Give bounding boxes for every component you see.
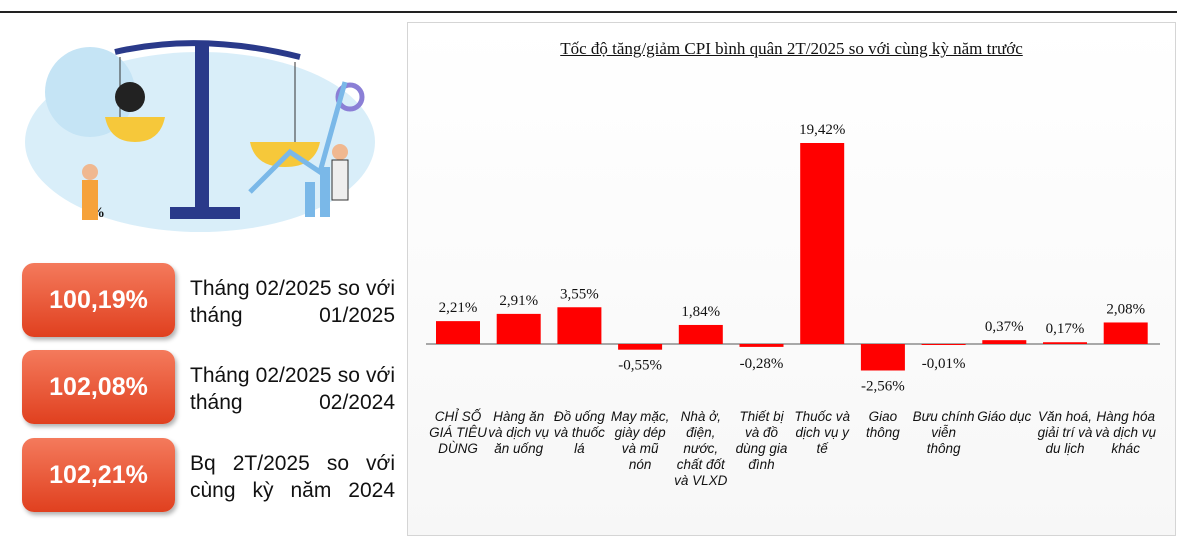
value-label: -0,28%: [740, 356, 784, 372]
value-label: 0,37%: [985, 319, 1024, 335]
value-label: 0,17%: [1046, 321, 1085, 337]
value-label: -2,56%: [861, 378, 905, 394]
value-label: 19,42%: [799, 122, 845, 138]
bar: [496, 313, 541, 344]
bar: [800, 143, 845, 344]
stat-value: 102,08%: [22, 350, 175, 424]
bar: [1103, 322, 1148, 344]
category-label: Hàng hóa và dịch vụ khác: [1095, 409, 1157, 456]
value-label: 2,91%: [499, 293, 538, 309]
category-label: Nhà ở, điện, nước, chất đốt và VLXD: [674, 409, 728, 488]
category-label: CHỈ SỐ GIÁ TIÊU DÙNG: [429, 409, 487, 456]
bar: [739, 344, 784, 347]
stat-text: Tháng 02/2025 so với tháng 01/2025: [190, 277, 395, 327]
category-label: Thiết bị và đồ dùng gia đình: [735, 409, 788, 472]
bar: [436, 321, 480, 344]
stat-text: Bq 2T/2025 so với cùng kỳ năm 2024: [190, 452, 395, 502]
bar: [678, 324, 723, 344]
stat-text: Tháng 02/2025 so với tháng 02/2024: [190, 364, 395, 414]
illustration: %: [25, 40, 375, 232]
value-label: 1,84%: [681, 304, 720, 320]
stat-value: 102,21%: [22, 438, 175, 512]
category-label: Đồ uống và thuốc lá: [553, 409, 605, 456]
category-label: Giao thông: [865, 409, 900, 440]
chart-panel: Tốc độ tăng/giảm CPI bình quân 2T/2025 s…: [407, 22, 1176, 536]
category-label: Thuốc và dịch vụ y tế: [794, 409, 850, 456]
value-label: 3,55%: [560, 286, 599, 302]
top-rule: [0, 11, 1177, 13]
bar: [618, 344, 663, 350]
bar: [860, 344, 905, 371]
bar: [921, 344, 966, 345]
chart-title: Tốc độ tăng/giảm CPI bình quân 2T/2025 s…: [560, 39, 1023, 58]
category-label: Văn hoá, giải trí và du lịch: [1037, 409, 1093, 456]
value-label: -0,01%: [922, 356, 966, 372]
bar: [1043, 342, 1087, 344]
stat-value: 100,19%: [22, 263, 175, 337]
category-label: Hàng ăn và dịch vụ ăn uống: [488, 409, 550, 456]
bar: [982, 340, 1027, 344]
value-label: 2,21%: [439, 300, 478, 316]
value-label: -0,55%: [618, 358, 662, 374]
category-label: May mặc, giày dép và mũ nón: [610, 409, 670, 472]
category-label: Bưu chính viễn thông: [912, 409, 975, 456]
bar: [557, 307, 602, 344]
value-label: 2,08%: [1106, 301, 1145, 317]
category-label: Giáo dục: [977, 409, 1032, 424]
chart: 2,21% 2,91% 3,55% -0,55% 1,84% -0,28% 19,42% -2…: [426, 122, 1160, 394]
